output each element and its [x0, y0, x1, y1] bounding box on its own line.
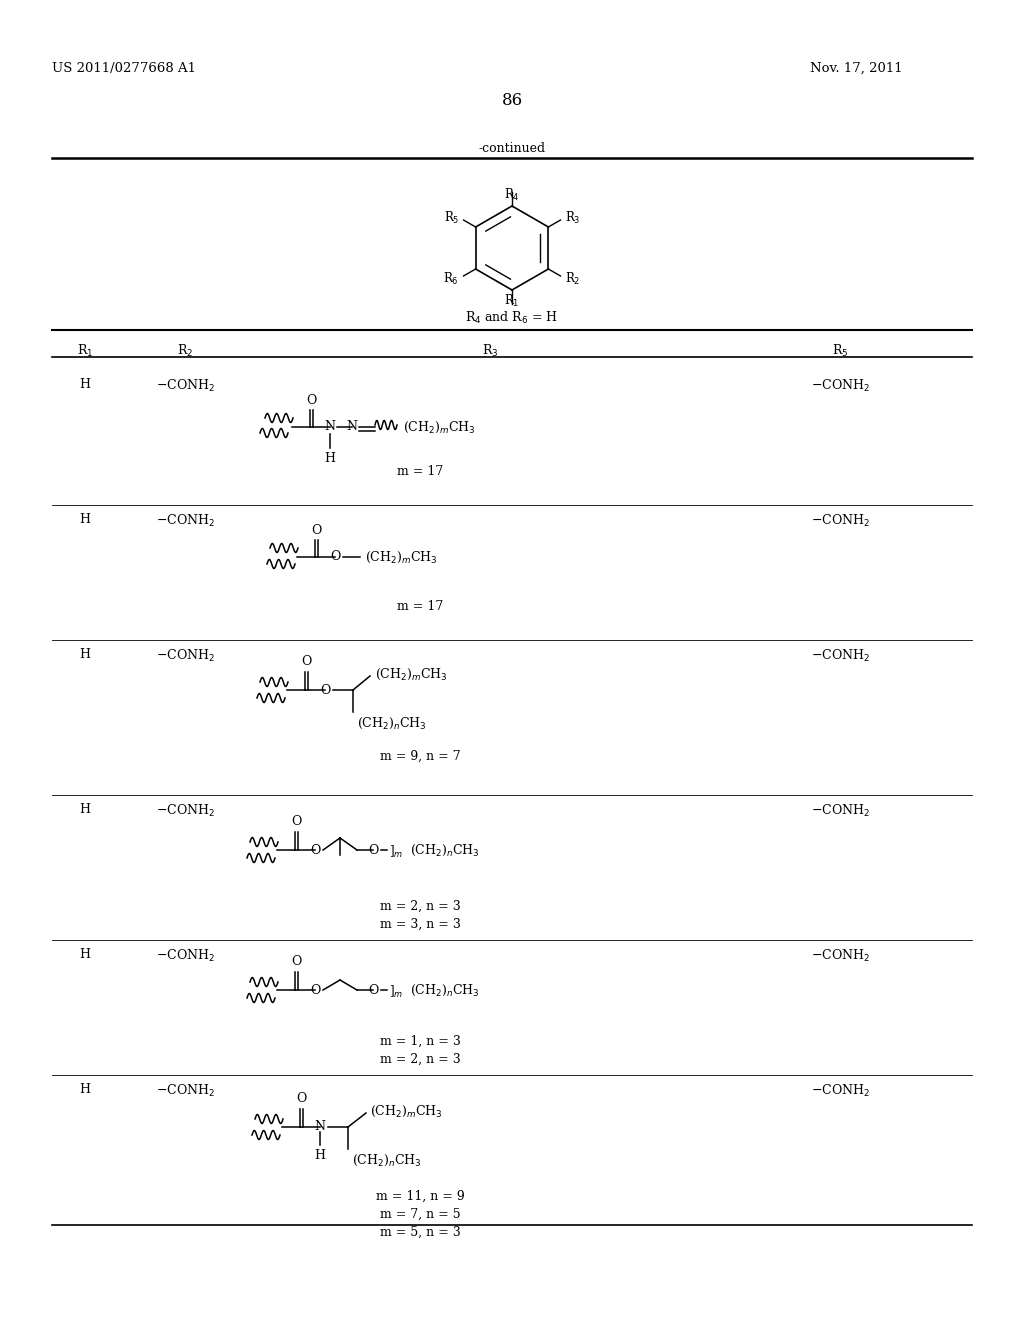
Text: O: O: [296, 1092, 306, 1105]
Text: O: O: [319, 684, 330, 697]
Text: O: O: [291, 814, 301, 828]
Text: $-$CONH$_2$: $-$CONH$_2$: [811, 378, 869, 395]
Text: O: O: [301, 655, 311, 668]
Text: $-$CONH$_2$: $-$CONH$_2$: [811, 1082, 869, 1100]
Text: O: O: [368, 983, 378, 997]
Text: (CH$_2$)$_n$CH$_3$: (CH$_2$)$_n$CH$_3$: [410, 842, 479, 858]
Text: m = 11, n = 9
m = 7, n = 5
m = 5, n = 3: m = 11, n = 9 m = 7, n = 5 m = 5, n = 3: [376, 1191, 464, 1239]
Text: m = 17: m = 17: [397, 465, 443, 478]
Text: R$_5$: R$_5$: [831, 343, 848, 359]
Text: $-$CONH$_2$: $-$CONH$_2$: [156, 513, 214, 529]
Text: H: H: [80, 648, 90, 661]
Text: N: N: [314, 1121, 326, 1134]
Text: -continued: -continued: [478, 143, 546, 154]
Text: R$_1$: R$_1$: [504, 293, 520, 309]
Text: O: O: [310, 843, 321, 857]
Text: $-$CONH$_2$: $-$CONH$_2$: [811, 948, 869, 964]
Text: m = 2, n = 3
m = 3, n = 3: m = 2, n = 3 m = 3, n = 3: [380, 900, 461, 931]
Text: R$_2$: R$_2$: [177, 343, 194, 359]
Text: ]$_m$: ]$_m$: [389, 843, 403, 861]
Text: $-$CONH$_2$: $-$CONH$_2$: [811, 803, 869, 820]
Text: R$_5$: R$_5$: [443, 210, 459, 226]
Text: O: O: [311, 524, 322, 537]
Text: R$_6$: R$_6$: [443, 271, 459, 286]
Text: $-$CONH$_2$: $-$CONH$_2$: [156, 378, 214, 395]
Text: R$_1$: R$_1$: [77, 343, 93, 359]
Text: O: O: [330, 550, 340, 564]
Text: m = 17: m = 17: [397, 601, 443, 612]
Text: R$_2$: R$_2$: [565, 271, 581, 286]
Text: N: N: [346, 421, 357, 433]
Text: R$_3$: R$_3$: [482, 343, 499, 359]
Text: $-$CONH$_2$: $-$CONH$_2$: [811, 513, 869, 529]
Text: (CH$_2$)$_n$CH$_3$: (CH$_2$)$_n$CH$_3$: [352, 1152, 422, 1168]
Text: H: H: [80, 1082, 90, 1096]
Text: H: H: [80, 513, 90, 525]
Text: H: H: [80, 803, 90, 816]
Text: (CH$_2$)$_n$CH$_3$: (CH$_2$)$_n$CH$_3$: [410, 982, 479, 998]
Text: H: H: [80, 378, 90, 391]
Text: Nov. 17, 2011: Nov. 17, 2011: [810, 62, 902, 75]
Text: N: N: [325, 421, 336, 433]
Text: R$_4$ and R$_6$ = H: R$_4$ and R$_6$ = H: [466, 310, 558, 326]
Text: 86: 86: [502, 92, 522, 110]
Text: O: O: [291, 954, 301, 968]
Text: $-$CONH$_2$: $-$CONH$_2$: [156, 948, 214, 964]
Text: (CH$_2$)$_n$CH$_3$: (CH$_2$)$_n$CH$_3$: [357, 715, 427, 731]
Text: R$_3$: R$_3$: [565, 210, 581, 226]
Text: $-$CONH$_2$: $-$CONH$_2$: [156, 648, 214, 664]
Text: $-$CONH$_2$: $-$CONH$_2$: [156, 803, 214, 820]
Text: R$_4$: R$_4$: [504, 187, 520, 203]
Text: m = 1, n = 3
m = 2, n = 3: m = 1, n = 3 m = 2, n = 3: [380, 1035, 461, 1067]
Text: ]$_m$: ]$_m$: [389, 983, 403, 1001]
Text: O: O: [306, 393, 316, 407]
Text: O: O: [310, 983, 321, 997]
Text: (CH$_2$)$_m$CH$_3$: (CH$_2$)$_m$CH$_3$: [370, 1104, 442, 1118]
Text: (CH$_2$)$_m$CH$_3$: (CH$_2$)$_m$CH$_3$: [365, 549, 437, 565]
Text: H: H: [325, 451, 336, 465]
Text: $-$CONH$_2$: $-$CONH$_2$: [156, 1082, 214, 1100]
Text: $-$CONH$_2$: $-$CONH$_2$: [811, 648, 869, 664]
Text: (CH$_2$)$_m$CH$_3$: (CH$_2$)$_m$CH$_3$: [375, 667, 447, 681]
Text: O: O: [368, 843, 378, 857]
Text: (CH$_2$)$_m$CH$_3$: (CH$_2$)$_m$CH$_3$: [403, 420, 476, 434]
Text: US 2011/0277668 A1: US 2011/0277668 A1: [52, 62, 196, 75]
Text: H: H: [314, 1148, 326, 1162]
Text: H: H: [80, 948, 90, 961]
Text: m = 9, n = 7: m = 9, n = 7: [380, 750, 461, 763]
